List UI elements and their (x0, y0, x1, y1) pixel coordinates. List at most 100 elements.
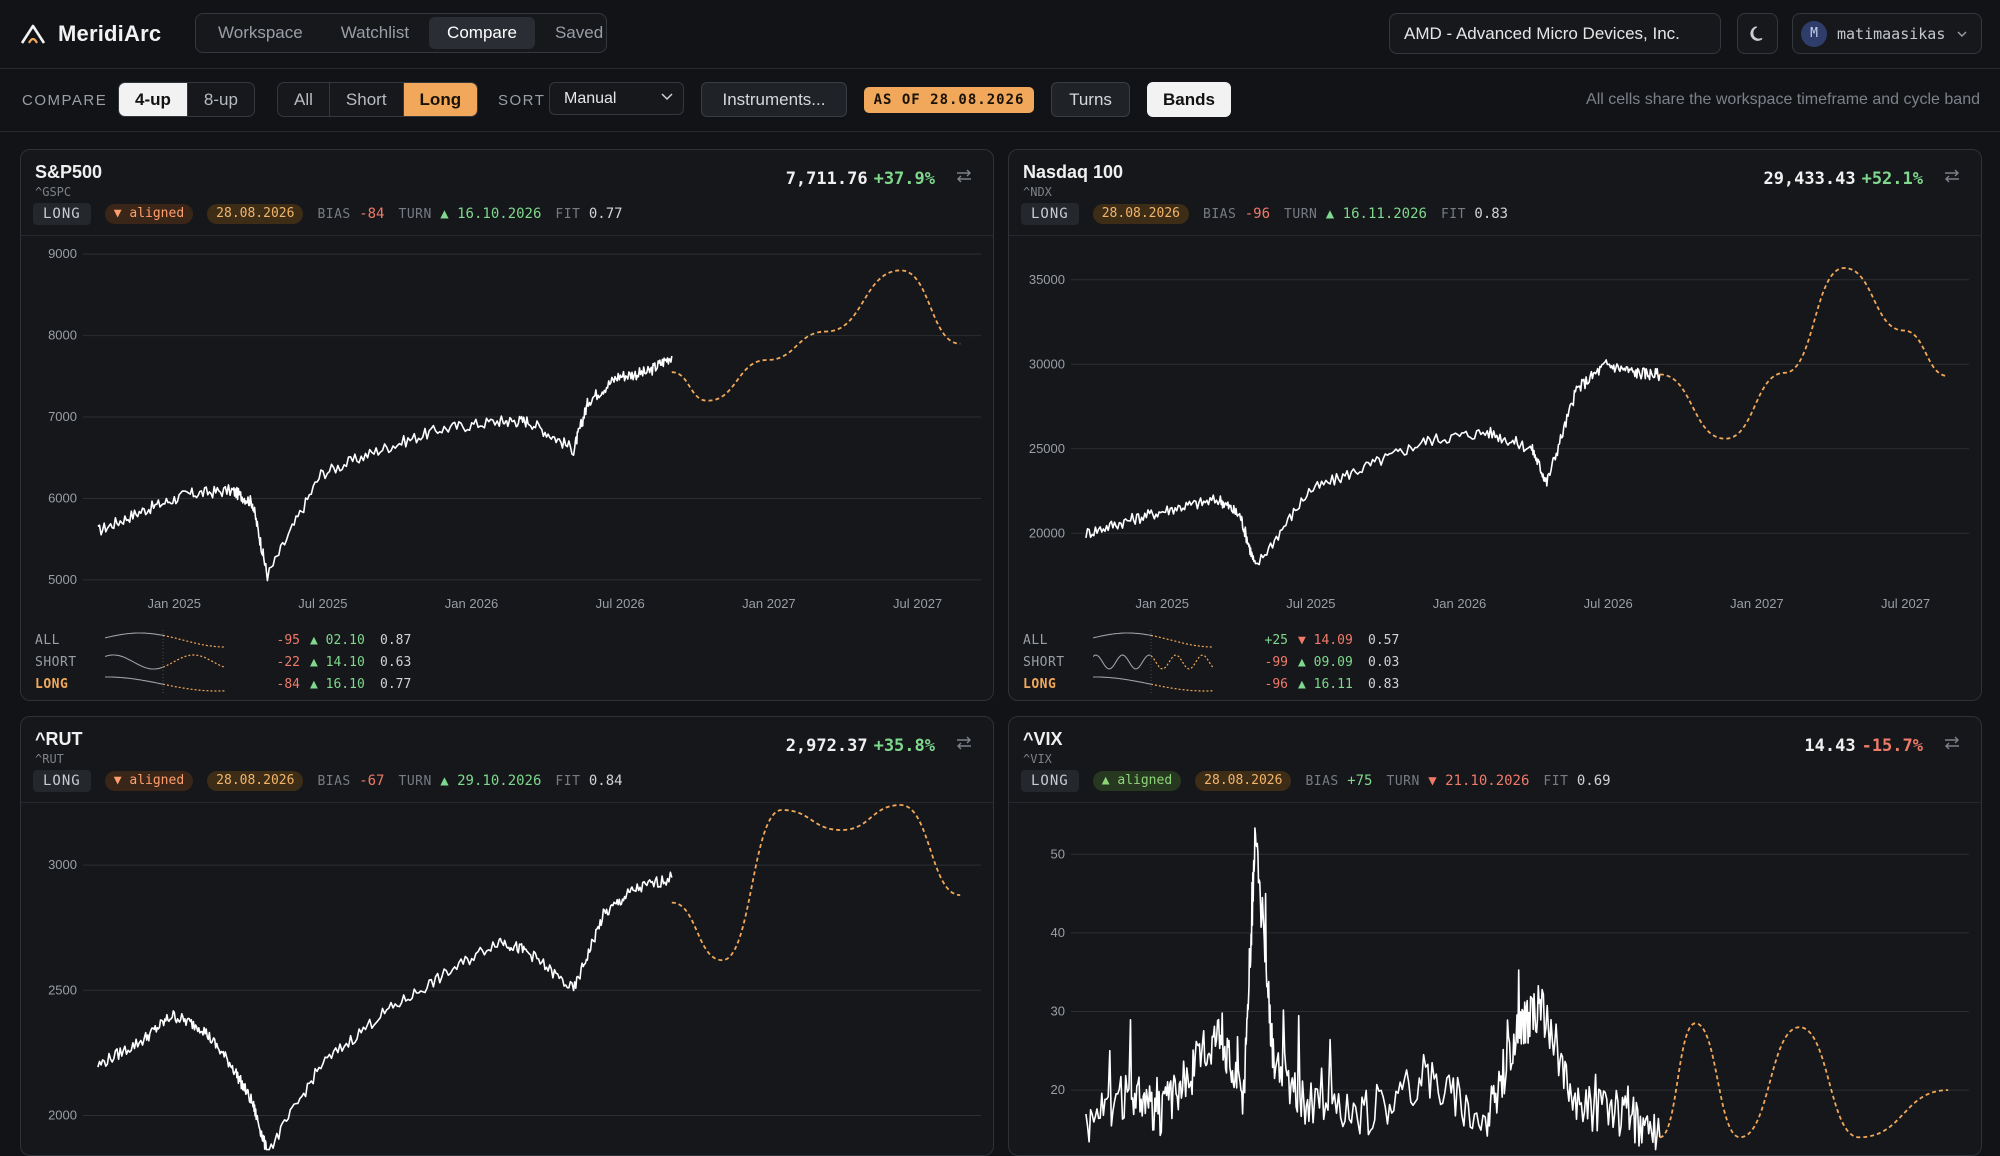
price-series-line (1085, 827, 1661, 1151)
swap-instrument-icon[interactable] (955, 169, 973, 183)
x-tick-label: Jan 2027 (1730, 596, 1784, 611)
card-ticker: ^NDX (1023, 185, 1052, 199)
as-of-badge: AS OF 28.08.2026 (864, 87, 1034, 113)
cycle-projection-line (671, 269, 961, 402)
cycle-bias: -84 (276, 677, 300, 692)
x-tick-label: Jul 2026 (1584, 596, 1633, 611)
cycle-summary-row[interactable]: SHORT -22 ▲ 14.10 0.63 (35, 651, 595, 673)
cycle-turn: ▲ 16.11 (1298, 677, 1353, 692)
fit-stat: FIT 0.69 (1543, 773, 1610, 789)
tab-compare[interactable]: Compare (429, 17, 535, 49)
bias-label: BIAS (1305, 774, 1339, 789)
compare-card-ndx[interactable]: Nasdaq 100 ^NDX 29,433.43 +52.1% LONG 28.08.2… (1008, 149, 1982, 701)
x-tick-label: Jul 2027 (893, 596, 942, 611)
y-tick-label: 3000 (48, 857, 77, 872)
turn-arrow: ▲ (440, 773, 449, 789)
compare-card-gspc[interactable]: S&P500 ^GSPC 7,711.76 +37.9% LONG ▼ aligned 28… (20, 149, 994, 701)
turns-button[interactable]: Turns (1051, 82, 1130, 117)
cycle-mode-badge: LONG (1021, 203, 1079, 225)
cycle-label: SHORT (1023, 655, 1065, 670)
card-price-block: 7,711.76 +37.9% (786, 169, 935, 189)
avatar: M (1801, 20, 1827, 47)
price-chart[interactable]: 2000 2500 3000 (21, 803, 993, 1153)
card-meta: LONG ▲ aligned 28.08.2026 BIAS +75 TURN ▼ 21… (1021, 770, 1611, 792)
fit-value: 0.69 (1576, 773, 1611, 789)
turn-value: 16.10.2026 (457, 206, 542, 222)
card-meta: LONG ▼ aligned 28.08.2026 BIAS -67 TURN ▲ 29… (33, 770, 623, 792)
tab-saved[interactable]: Saved (554, 23, 604, 42)
cycle-turn: ▲ 02.10 (310, 633, 365, 648)
sort-select[interactable]: Manual (549, 82, 684, 115)
cycle-bias: +25 (1264, 633, 1288, 648)
card-title: ^RUT (35, 729, 83, 749)
price-chart[interactable]: 20000 25000 30000 35000 Jan 2025 Jul 2025 Jan … (1009, 236, 1981, 625)
cycle-sparkline (1093, 674, 1213, 694)
tab-watchlist[interactable]: Watchlist (340, 23, 410, 42)
fit-stat: FIT 0.77 (555, 206, 622, 222)
theme-toggle-button[interactable] (1737, 13, 1778, 54)
turn-arrow: ▲ (1325, 206, 1335, 222)
card-divider (21, 802, 993, 803)
fit-value: 0.84 (588, 773, 623, 789)
layout-4up-button[interactable]: 4-up (119, 83, 188, 116)
card-ticker: ^GSPC (35, 185, 72, 199)
y-tick-label: 25000 (1029, 441, 1065, 456)
moon-icon (1749, 25, 1762, 41)
compare-card-rut[interactable]: ^RUT ^RUT 2,972.37 +35.8% LONG ▼ aligned 28.08… (20, 716, 994, 1156)
swap-instrument-icon[interactable] (955, 736, 973, 750)
price-chart[interactable]: 20 30 40 50 (1009, 803, 1981, 1153)
cycle-summary-row[interactable]: SHORT -99 ▲ 09.09 0.03 (1023, 651, 1583, 673)
y-tick-label: 50 (1051, 846, 1065, 861)
bias-value: -96 (1244, 206, 1271, 222)
fit-stat: FIT 0.84 (555, 773, 622, 789)
y-tick-label: 2000 (48, 1107, 77, 1122)
toolbar-note: All cells share the workspace timeframe … (1586, 91, 1980, 108)
symbol-search-input[interactable]: AMD - Advanced Micro Devices, Inc. (1389, 13, 1721, 54)
user-menu-button[interactable]: M matimaasikas (1792, 13, 1982, 54)
y-tick-label: 7000 (48, 409, 77, 424)
tab-workspace[interactable]: Workspace (218, 23, 303, 42)
cycle-label: ALL (35, 633, 60, 648)
cycle-bias: -96 (1264, 677, 1288, 692)
cycle-summary-row[interactable]: ALL -95 ▲ 02.10 0.87 (35, 629, 595, 651)
cycle-bias: -95 (276, 633, 300, 648)
swap-instrument-icon[interactable] (1943, 736, 1961, 750)
cycle-summary-row[interactable]: LONG -96 ▲ 16.11 0.83 (1023, 673, 1583, 695)
cycle-turn: ▲ 09.09 (1298, 655, 1353, 670)
filter-long-button[interactable]: Long (403, 83, 478, 116)
bias-label: BIAS (317, 207, 351, 222)
card-change: -15.7% (1861, 736, 1923, 756)
card-divider (21, 235, 993, 236)
card-title: ^VIX (1023, 729, 1063, 749)
bands-button[interactable]: Bands (1147, 82, 1231, 117)
cycle-fit: 0.77 (380, 677, 412, 692)
aligned-badge: ▼ aligned (104, 771, 194, 791)
cycle-filter-toggle: All Short Long (277, 82, 479, 117)
x-tick-label: Jan 2026 (1433, 596, 1487, 611)
compare-card-vix[interactable]: ^VIX ^VIX 14.43 -15.7% LONG ▲ aligned 28.08.20… (1008, 716, 1982, 1156)
username: matimaasikas (1837, 24, 1946, 43)
cycle-mode-badge: LONG (1021, 770, 1079, 792)
x-tick-label: Jan 2027 (742, 596, 796, 611)
top-bar: MeridiArc Workspace Watchlist Compare Sa… (0, 0, 2000, 69)
logo-icon (20, 24, 46, 44)
filter-short-button[interactable]: Short (330, 83, 404, 116)
bias-label: BIAS (317, 774, 351, 789)
card-price: 14.43 (1804, 736, 1856, 756)
card-title: S&P500 (35, 162, 103, 182)
layout-8up-button[interactable]: 8-up (203, 90, 238, 109)
chevron-down-icon (661, 93, 673, 101)
cycle-summary-row[interactable]: ALL +25 ▼ 14.09 0.57 (1023, 629, 1583, 651)
cycle-summary-row[interactable]: LONG -84 ▲ 16.10 0.77 (35, 673, 595, 695)
price-chart[interactable]: 5000 6000 7000 8000 9000 Jan 2025 Jul 2025 Jan … (21, 236, 993, 625)
app-name: MeridiArc (58, 21, 162, 46)
instruments-button[interactable]: Instruments... (701, 82, 847, 117)
x-tick-label: Jan 2026 (445, 596, 499, 611)
date-badge: 28.08.2026 (1195, 771, 1292, 791)
cycle-sparkline (1093, 652, 1213, 672)
filter-all-button[interactable]: All (278, 83, 330, 116)
card-divider (1009, 235, 1981, 236)
swap-instrument-icon[interactable] (1943, 169, 1961, 183)
brand[interactable]: MeridiArc (20, 20, 161, 48)
aligned-badge: ▼ aligned (104, 204, 194, 224)
